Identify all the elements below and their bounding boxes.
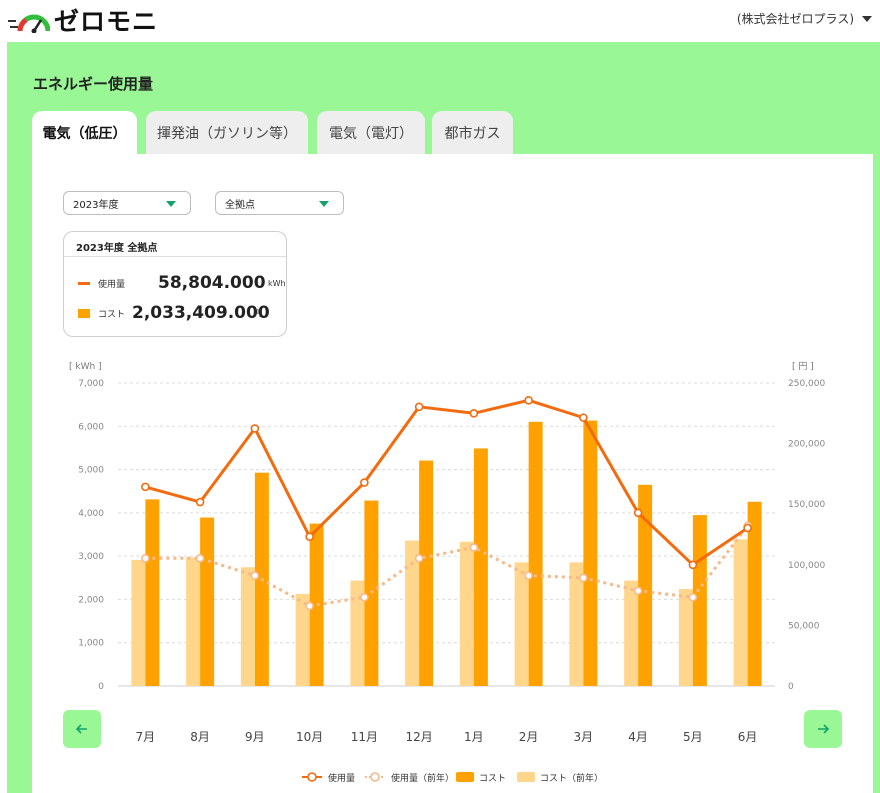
tab-gasoline[interactable]: 揮発油（ガソリン等） xyxy=(146,111,308,154)
divider xyxy=(64,256,286,257)
page-title: エネルギー使用量 xyxy=(33,75,154,93)
year-select-value: 2023年度 xyxy=(73,199,119,211)
usage-value: 58,804.000 xyxy=(158,273,266,293)
tab-label: 電気（低圧） xyxy=(42,125,127,142)
tab-label: 電気（電灯） xyxy=(329,125,413,142)
summary-card: 2023年度 全拠点 使用量 58,804.000 kWh コスト 2,033,… xyxy=(63,231,287,337)
usage-summary-row: 使用量 58,804.000 kWh xyxy=(78,271,286,295)
cost-unit: 円 xyxy=(254,308,262,318)
tab-city-gas[interactable]: 都市ガス xyxy=(432,111,513,154)
chevron-down-icon xyxy=(319,201,329,207)
tab-label: 揮発油（ガソリン等） xyxy=(157,125,297,142)
year-select[interactable]: 2023年度 xyxy=(63,191,191,215)
cost-legend-mark xyxy=(78,308,90,318)
cost-label: コスト xyxy=(98,309,126,320)
usage-unit: kWh xyxy=(268,278,286,288)
company-name: (株式会社ゼロプラス) xyxy=(736,12,854,26)
chevron-down-icon xyxy=(862,15,872,22)
logo[interactable]: ゼロモニ xyxy=(6,4,158,36)
prev-period-button[interactable] xyxy=(63,710,101,748)
next-period-button[interactable] xyxy=(804,710,842,748)
gauge-icon xyxy=(8,14,50,33)
top-bar: ゼロモニ (株式会社ゼロプラス) xyxy=(0,0,880,40)
location-select-value: 全拠点 xyxy=(225,199,255,211)
tab-label: 都市ガス xyxy=(444,125,501,142)
arrow-right-icon xyxy=(818,724,830,734)
tab-electricity-lighting[interactable]: 電気（電灯） xyxy=(317,111,425,154)
arrow-left-icon xyxy=(75,724,87,734)
logo-text: ゼロモニ xyxy=(54,7,159,36)
company-menu[interactable]: (株式会社ゼロプラス) xyxy=(737,10,872,27)
cost-value: 2,033,409.000 xyxy=(132,303,270,323)
usage-label: 使用量 xyxy=(98,279,126,290)
chevron-down-icon xyxy=(166,201,176,207)
tab-electricity-low-voltage[interactable]: 電気（低圧） xyxy=(32,111,137,154)
summary-title: 2023年度 全拠点 xyxy=(76,243,158,254)
usage-legend-mark xyxy=(78,281,90,285)
cost-summary-row: コスト 2,033,409.000 円 xyxy=(78,301,276,325)
location-select[interactable]: 全拠点 xyxy=(215,191,344,215)
